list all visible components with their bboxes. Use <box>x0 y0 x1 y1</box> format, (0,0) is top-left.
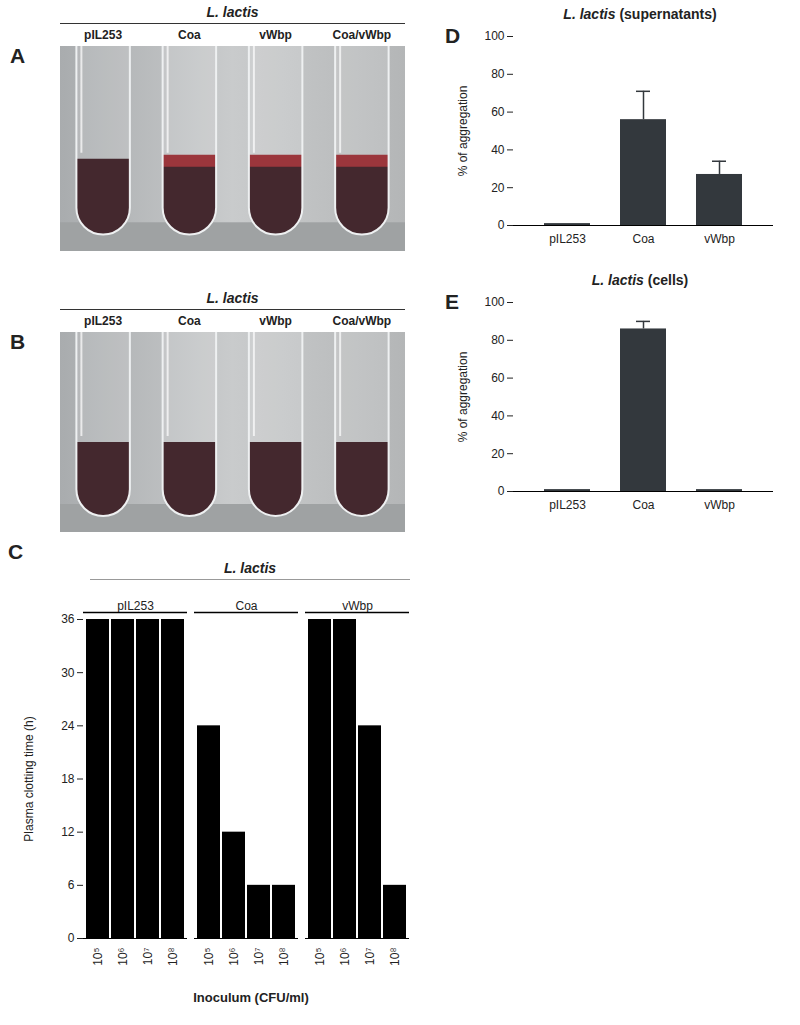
html-text:L. lactis (cells): L. lactis (cells) <box>591 272 689 288</box>
svg-text:10⁶: 10⁶ <box>116 947 130 965</box>
svg-text:80: 80 <box>491 333 505 347</box>
svg-text:Coa: Coa <box>235 599 257 613</box>
svg-text:20: 20 <box>491 447 505 461</box>
html-text:L. lactis (supernatants): L. lactis (supernatants) <box>563 6 717 22</box>
svg-text:% of aggregation: % of aggregation <box>456 86 470 177</box>
html-text:B: B <box>10 330 26 353</box>
html-text:vWbp: vWbp <box>259 28 292 42</box>
html-text:C: C <box>8 540 24 563</box>
svg-text:0: 0 <box>68 931 75 945</box>
svg-text:36: 36 <box>61 612 75 626</box>
svg-text:80: 80 <box>491 67 505 81</box>
svg-text:vWbp: vWbp <box>704 498 735 512</box>
svg-text:18: 18 <box>61 772 75 786</box>
svg-text:10⁷: 10⁷ <box>363 948 377 966</box>
svg-text:20: 20 <box>491 181 505 195</box>
html-text:L. lactis: L. lactis <box>206 4 259 20</box>
html-text:vWbp: vWbp <box>259 314 292 328</box>
html-text:Inoculum (CFU/ml): Inoculum (CFU/ml) <box>193 990 309 1005</box>
svg-text:10⁶: 10⁶ <box>338 947 352 965</box>
svg-text:60: 60 <box>491 105 505 119</box>
svg-text:12: 12 <box>61 825 75 839</box>
svg-text:40: 40 <box>491 143 505 157</box>
html-text:A: A <box>10 44 26 67</box>
svg-text:30: 30 <box>61 666 75 680</box>
svg-text:pIL253: pIL253 <box>117 599 154 613</box>
svg-text:vWbp: vWbp <box>704 232 735 246</box>
svg-text:10⁸: 10⁸ <box>166 948 180 966</box>
svg-text:0: 0 <box>498 484 505 498</box>
html-text:L. lactis: L. lactis <box>206 290 259 306</box>
svg-text:pIL253: pIL253 <box>549 498 586 512</box>
svg-text:0: 0 <box>498 218 505 232</box>
svg-text:10⁵: 10⁵ <box>91 947 105 965</box>
svg-text:Coa: Coa <box>632 232 654 246</box>
svg-text:60: 60 <box>491 371 505 385</box>
svg-text:10⁵: 10⁵ <box>313 947 327 965</box>
html-text:Coa/vWbp: Coa/vWbp <box>332 28 392 42</box>
html-text:Coa/vWbp: Coa/vWbp <box>332 314 392 328</box>
svg-text:vWbp: vWbp <box>342 599 373 613</box>
svg-text:10⁶: 10⁶ <box>227 947 241 965</box>
svg-text:40: 40 <box>491 409 505 423</box>
svg-text:Plasma clotting time (h): Plasma clotting time (h) <box>22 716 36 841</box>
svg-text:10⁷: 10⁷ <box>252 948 266 966</box>
html-text:Coa: Coa <box>178 28 201 42</box>
svg-text:pIL253: pIL253 <box>549 232 586 246</box>
svg-text:100: 100 <box>484 29 504 43</box>
svg-text:Coa: Coa <box>632 498 654 512</box>
svg-text:100: 100 <box>484 295 504 309</box>
html-text:pIL253: pIL253 <box>84 314 123 328</box>
svg-text:24: 24 <box>61 719 75 733</box>
html-text:L. lactis: L. lactis <box>223 560 277 576</box>
html-text:E: E <box>445 290 459 313</box>
html-text:Coa: Coa <box>178 314 201 328</box>
svg-text:% of aggregation: % of aggregation <box>456 352 470 443</box>
html-text:pIL253: pIL253 <box>84 28 123 42</box>
svg-text:6: 6 <box>68 878 75 892</box>
svg-text:10⁵: 10⁵ <box>202 947 216 965</box>
svg-text:10⁷: 10⁷ <box>141 948 155 966</box>
html-text:D: D <box>445 24 461 47</box>
svg-text:10⁸: 10⁸ <box>277 948 291 966</box>
svg-text:10⁸: 10⁸ <box>388 948 402 966</box>
